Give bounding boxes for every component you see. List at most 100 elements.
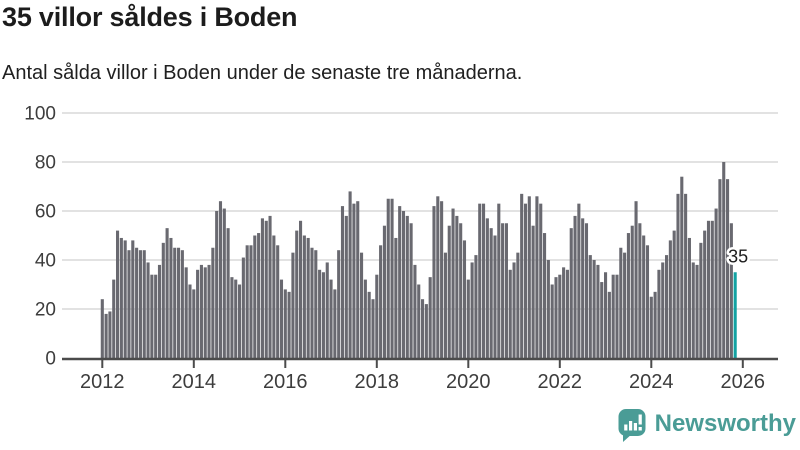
x-axis-label: 2018 bbox=[355, 371, 400, 393]
bar bbox=[295, 230, 299, 358]
bar bbox=[527, 196, 531, 358]
bar bbox=[455, 215, 459, 358]
bar bbox=[584, 223, 589, 358]
bar bbox=[264, 220, 268, 358]
bar bbox=[699, 242, 703, 358]
bar bbox=[367, 291, 371, 358]
bar bbox=[520, 193, 524, 358]
bar bbox=[314, 250, 318, 358]
y-axis-label: 80 bbox=[35, 153, 56, 174]
bar bbox=[680, 176, 684, 358]
bar bbox=[260, 218, 264, 358]
bar bbox=[344, 215, 348, 358]
bar bbox=[718, 179, 722, 358]
bar bbox=[512, 262, 516, 358]
bar bbox=[138, 250, 142, 358]
bar bbox=[150, 274, 154, 358]
bar bbox=[142, 250, 146, 358]
bar bbox=[642, 235, 646, 358]
bar bbox=[417, 284, 421, 358]
bar bbox=[482, 203, 486, 358]
bar bbox=[375, 274, 379, 358]
bar bbox=[436, 196, 440, 358]
y-axis-label: 40 bbox=[35, 251, 56, 272]
bar bbox=[485, 218, 489, 358]
bar bbox=[672, 230, 676, 358]
bar bbox=[299, 220, 303, 358]
bar bbox=[626, 233, 630, 358]
bar bbox=[409, 223, 413, 358]
bar bbox=[135, 247, 139, 358]
bar bbox=[665, 255, 669, 358]
chart-title: 35 villor såldes i Boden bbox=[2, 2, 298, 32]
bar bbox=[215, 211, 219, 358]
brand-name: Newsworthy bbox=[654, 410, 796, 437]
bar bbox=[649, 296, 653, 358]
bar bbox=[722, 162, 726, 358]
bar bbox=[657, 269, 661, 358]
bar bbox=[687, 237, 691, 358]
bar bbox=[432, 206, 436, 358]
bar bbox=[119, 237, 123, 358]
x-axis-label: 2024 bbox=[629, 371, 674, 393]
bar bbox=[676, 193, 680, 358]
bar bbox=[241, 257, 245, 358]
bar bbox=[253, 235, 257, 358]
bar bbox=[714, 208, 718, 358]
newsworthy-logo[interactable]: Newsworthy bbox=[618, 406, 796, 446]
x-axis-label: 2016 bbox=[263, 371, 308, 393]
bar bbox=[257, 233, 261, 358]
bar bbox=[562, 267, 566, 358]
bar bbox=[508, 269, 512, 358]
bar bbox=[161, 242, 165, 358]
bar bbox=[169, 237, 173, 358]
bar bbox=[535, 196, 539, 358]
bar bbox=[333, 289, 337, 358]
bar bbox=[184, 267, 188, 358]
bar bbox=[504, 223, 508, 358]
bar bbox=[127, 250, 131, 358]
bar bbox=[165, 228, 169, 358]
bar bbox=[523, 203, 528, 358]
bar bbox=[337, 250, 341, 358]
bar bbox=[695, 264, 699, 358]
y-axis-label: 100 bbox=[24, 104, 56, 125]
bar bbox=[581, 218, 585, 358]
bar bbox=[234, 279, 238, 358]
bar bbox=[516, 252, 520, 358]
bar bbox=[706, 220, 711, 358]
bar bbox=[321, 272, 325, 358]
bar bbox=[192, 289, 196, 358]
bar bbox=[398, 206, 402, 358]
bar bbox=[245, 245, 249, 358]
bar bbox=[276, 245, 280, 358]
bar bbox=[379, 245, 383, 358]
bar bbox=[318, 269, 322, 358]
highlighted-bar bbox=[733, 272, 737, 358]
bar bbox=[325, 262, 329, 358]
bar bbox=[180, 250, 184, 358]
bar bbox=[394, 237, 398, 358]
bar bbox=[306, 237, 310, 358]
bar bbox=[684, 193, 688, 358]
bar bbox=[607, 291, 611, 358]
bar bbox=[413, 264, 417, 358]
bar bbox=[287, 291, 291, 358]
bar bbox=[196, 269, 200, 358]
x-axis-label: 2022 bbox=[538, 371, 583, 393]
bar bbox=[363, 279, 367, 358]
bar bbox=[459, 223, 463, 358]
bar bbox=[302, 235, 306, 358]
bar bbox=[249, 245, 253, 358]
bar bbox=[653, 291, 657, 358]
bar bbox=[272, 235, 276, 358]
bar bbox=[211, 247, 215, 358]
bar bbox=[611, 274, 615, 358]
bar bbox=[108, 311, 112, 358]
bar bbox=[112, 279, 116, 358]
bar bbox=[207, 264, 211, 358]
bar bbox=[154, 274, 158, 358]
bar bbox=[703, 230, 707, 358]
x-axis-label: 2012 bbox=[80, 371, 125, 393]
bar bbox=[661, 262, 665, 358]
